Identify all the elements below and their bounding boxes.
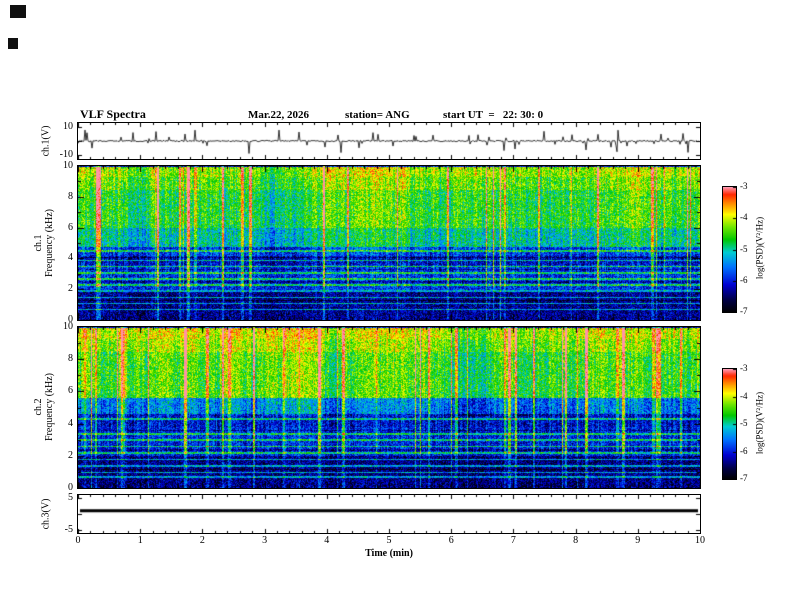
date-label: Mar.22, 2026: [248, 109, 310, 121]
spec1-ytick-2: 2: [68, 283, 73, 295]
spec1-ytick-4: 4: [68, 252, 73, 264]
cb1-tick--6: -6: [740, 274, 748, 285]
x-tick-0: 0: [75, 535, 81, 546]
station-label: station= ANG: [345, 109, 410, 121]
x-tick-1: 1: [137, 535, 143, 546]
ch1-ytick--10: -10: [59, 148, 73, 160]
corner-artifact-1: [10, 5, 26, 18]
cb1-tick--4: -4: [740, 212, 748, 223]
x-tick-10: 10: [695, 535, 705, 546]
spec1-ytick-10: 10: [63, 160, 73, 171]
spec1-ytick-8: 8: [68, 190, 73, 202]
start-ut-label: start UT = 22: 30: 0: [443, 109, 544, 121]
ch1-voltage-axis-label: ch.1(V): [40, 125, 52, 157]
spec2-ytick-10: 10: [63, 321, 73, 332]
x-tick-6: 6: [448, 535, 454, 546]
x-tick-5: 5: [386, 535, 392, 546]
plot-title: VLF Spectra: [80, 107, 146, 121]
ch3-voltage-axis-label: ch.3(V): [40, 498, 52, 530]
cb1-tick--5: -5: [740, 243, 748, 254]
time-axis-title: Time (min): [365, 548, 413, 559]
spec1-axis-label-channel: ch.1: [33, 234, 44, 252]
spec2-axis-label-channel: ch.2: [33, 398, 44, 416]
ch2-spectrogram-canvas: [78, 327, 700, 488]
cb1-tick--3: -3: [740, 181, 748, 191]
colorbar-ch1: [722, 186, 737, 313]
ch3-ytick-5: 5: [68, 492, 73, 504]
corner-artifact-2: [8, 38, 18, 49]
cb1-tick--7: -7: [740, 306, 748, 316]
x-tick-9: 9: [635, 535, 641, 546]
ch2-spectrogram-panel: [77, 326, 701, 489]
cb2-tick--6: -6: [740, 445, 748, 456]
x-tick-4: 4: [324, 535, 330, 546]
colorbar-ch1-canvas: [723, 187, 736, 312]
ch1-spectrogram-canvas: [78, 166, 700, 320]
cb2-tick--4: -4: [740, 390, 748, 401]
spec1-ytick-6: 6: [68, 221, 73, 233]
spec2-ytick-2: 2: [68, 449, 73, 461]
spec2-axis-label-frequency: Frequency (kHz): [44, 372, 55, 442]
cb2-tick--3: -3: [740, 363, 748, 373]
spec1-ytick-0: 0: [68, 314, 73, 325]
ch1-waveform-canvas: [78, 123, 700, 159]
cb2-tick--5: -5: [740, 418, 748, 428]
x-tick-3: 3: [262, 535, 268, 546]
x-tick-8: 8: [573, 535, 579, 546]
spec2-axis-label: ch.2 Frequency (kHz): [33, 373, 55, 441]
ch1-waveform-panel: [77, 122, 701, 160]
spec2-ytick-0: 0: [68, 482, 73, 493]
spec2-ytick-4: 4: [68, 417, 73, 429]
spec2-ytick-6: 6: [68, 385, 73, 397]
colorbar-ch1-label: log(PSD)(V²/Hz): [754, 216, 765, 280]
spec1-axis-label: ch.1 Frequency (kHz): [33, 209, 55, 277]
colorbar-ch2-label: log(PSD)(V²/Hz): [754, 391, 765, 455]
spec2-ytick-8: 8: [68, 353, 73, 365]
x-tick-7: 7: [510, 535, 516, 546]
colorbar-ch2: [722, 368, 737, 480]
ch1-ytick-10: 10: [63, 121, 73, 133]
ch3-trace-canvas: [78, 495, 700, 533]
ch3-trace-panel: [77, 494, 701, 534]
spec1-axis-label-frequency: Frequency (kHz): [44, 208, 55, 278]
cb2-tick--7: -7: [740, 473, 748, 483]
colorbar-ch2-canvas: [723, 369, 736, 479]
ch1-spectrogram-panel: [77, 165, 701, 321]
ch3-ytick--5: -5: [64, 523, 73, 535]
x-tick-2: 2: [199, 535, 205, 546]
